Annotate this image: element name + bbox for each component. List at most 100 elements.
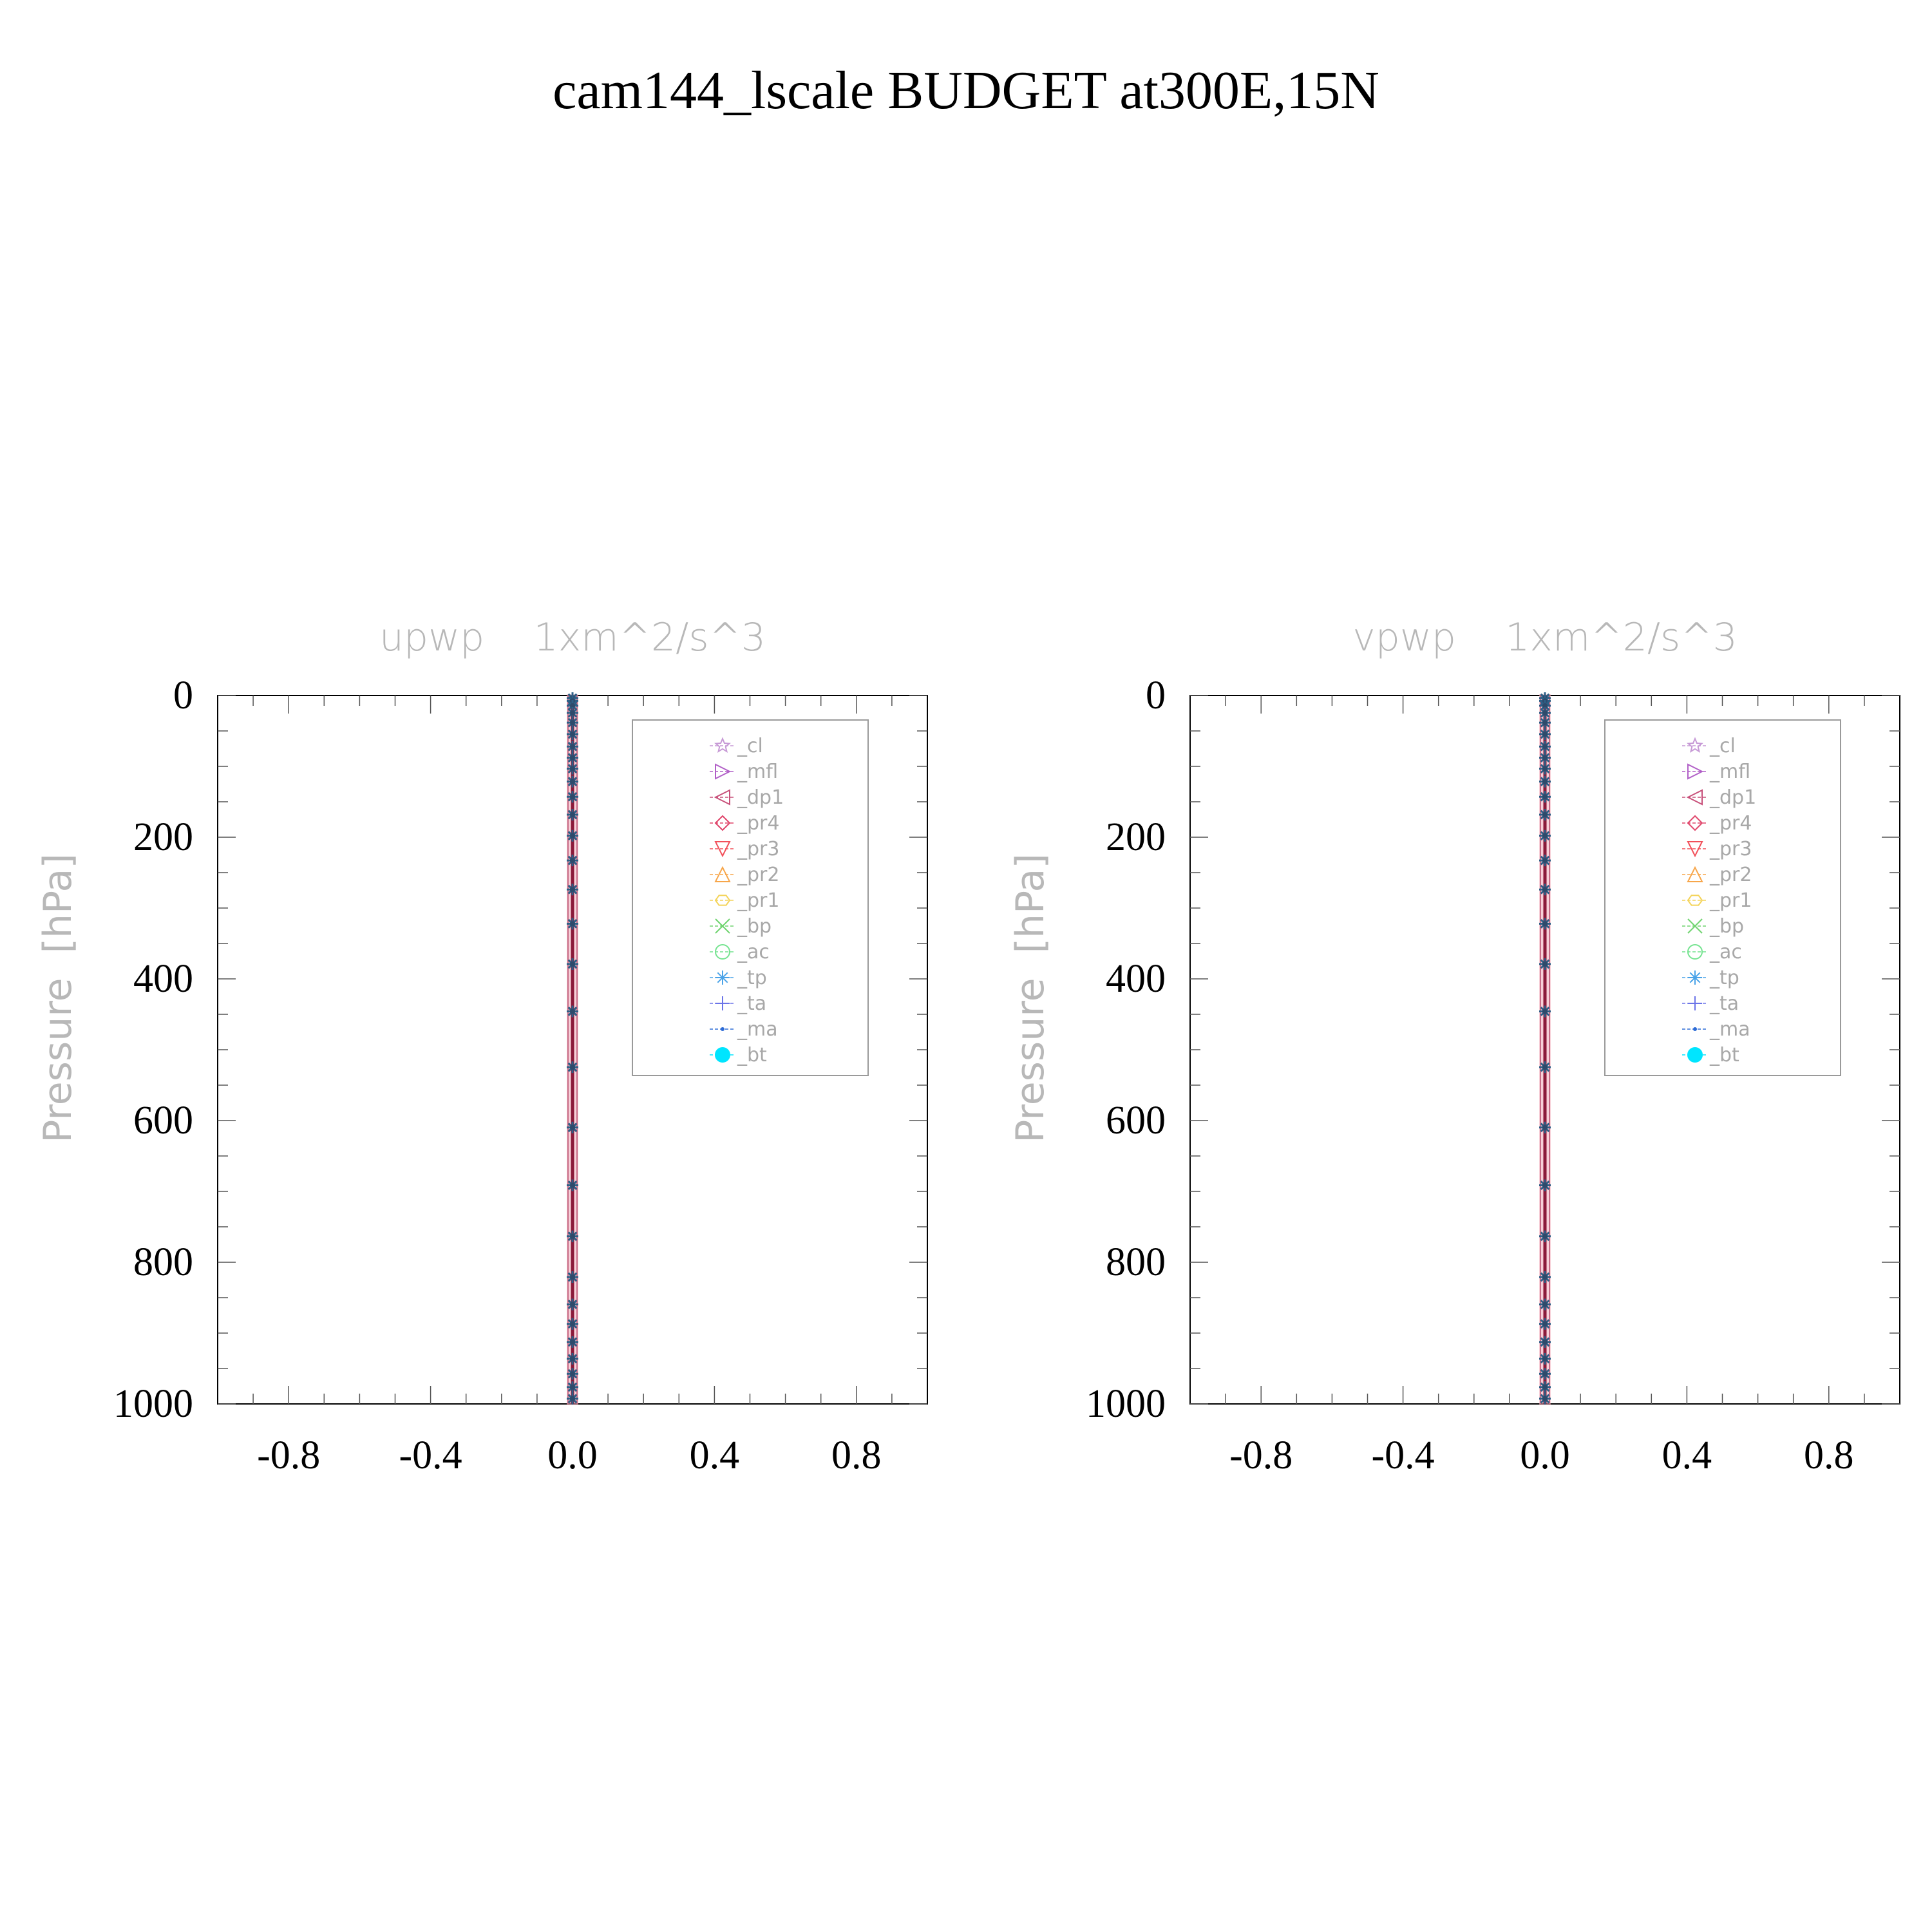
legend-marker xyxy=(715,996,730,1010)
legend-marker xyxy=(1693,1027,1697,1031)
data-point xyxy=(570,1233,575,1239)
data-point xyxy=(1542,961,1548,967)
data-point xyxy=(570,858,575,864)
data-point xyxy=(570,961,575,967)
data-point xyxy=(1542,812,1548,818)
legend-label: _pr1 xyxy=(1709,889,1752,912)
y-tick-label: 200 xyxy=(133,815,193,859)
figure-title: cam144_lscale BUDGET at300E,15N xyxy=(553,61,1379,120)
y-tick-label: 800 xyxy=(133,1240,193,1284)
x-tick-label: 0.4 xyxy=(1662,1434,1712,1477)
legend-label: _tp xyxy=(1709,967,1739,989)
legend-marker xyxy=(1687,895,1703,906)
legend-box xyxy=(1604,719,1841,1076)
legend-label: _ta xyxy=(737,992,766,1015)
y-axis-label: Pressure [hPa] xyxy=(1008,853,1053,1142)
data-point xyxy=(570,1182,575,1188)
legend-label: _ac xyxy=(1709,941,1742,963)
data-point xyxy=(1542,1371,1548,1377)
legend-marker xyxy=(721,1027,724,1031)
data-point xyxy=(1542,921,1548,927)
data-point xyxy=(570,1339,575,1345)
legend-marker xyxy=(715,944,730,960)
data-point xyxy=(1542,766,1548,772)
legend-marker xyxy=(1687,841,1703,858)
y-tick-label: 0 xyxy=(1146,674,1166,717)
legend-label: _mfl xyxy=(737,761,778,783)
data-point xyxy=(1542,1384,1548,1390)
legend-marker xyxy=(1687,763,1704,780)
data-point xyxy=(570,1009,575,1014)
legend: _cl _mfl _dp1 _pr4 _pr3 _pr2 _pr1 _bp _ac _tp _ta _… xyxy=(632,719,869,1076)
data-point xyxy=(570,720,575,726)
legend-label: _bp xyxy=(737,915,772,938)
legend-label: _bt xyxy=(1709,1044,1739,1066)
legend-marker xyxy=(714,737,731,753)
data-point xyxy=(570,1124,575,1130)
x-tick-label: -0.4 xyxy=(399,1434,462,1477)
y-tick-label: 1000 xyxy=(113,1382,193,1426)
data-point xyxy=(1542,779,1548,784)
legend-box xyxy=(632,719,869,1076)
data-point xyxy=(1542,1356,1548,1361)
data-point xyxy=(570,732,575,737)
legend-label: _dp1 xyxy=(737,786,784,809)
legend-label: _bp xyxy=(1709,915,1744,938)
data-point xyxy=(1542,1124,1548,1130)
x-tick-label: 0.8 xyxy=(831,1434,882,1477)
data-point xyxy=(1542,1274,1548,1280)
data-point xyxy=(570,1321,575,1327)
legend-marker xyxy=(715,1047,730,1063)
legend-label: _tp xyxy=(737,967,767,989)
legend-label: _ta xyxy=(1709,992,1739,1015)
data-point xyxy=(570,794,575,800)
legend-label: _pr2 xyxy=(1709,864,1752,886)
legend-label: _pr2 xyxy=(737,864,779,886)
legend-label: _cl xyxy=(737,735,763,757)
legend-marker xyxy=(1688,996,1702,1010)
data-point xyxy=(570,833,575,838)
legend-marker xyxy=(715,971,730,985)
data-point xyxy=(1542,720,1548,726)
chart-panels: upwp 1xm^2/s^3 Pressure [hPa] -0.8 -0.4 0.0 0… xyxy=(35,615,1900,1477)
legend-marker xyxy=(1687,944,1703,960)
legend-marker xyxy=(715,918,730,934)
legend-label: _bt xyxy=(737,1044,767,1066)
legend-marker xyxy=(1686,789,1703,806)
data-point xyxy=(1542,710,1548,716)
legend-label: _pr4 xyxy=(1709,812,1752,835)
legend-label: _mfl xyxy=(1709,761,1750,783)
y-tick-label: 0 xyxy=(173,674,193,717)
chart-panel: upwp 1xm^2/s^3 Pressure [hPa] -0.8 -0.4 0.0 0… xyxy=(35,615,928,1477)
x-tick-label: 0.4 xyxy=(690,1434,740,1477)
data-point xyxy=(1542,1302,1548,1307)
x-tick-label: -0.8 xyxy=(1229,1434,1293,1477)
data-point xyxy=(570,1384,575,1390)
legend-label: _pr1 xyxy=(737,889,779,912)
data-point xyxy=(570,710,575,716)
data-point xyxy=(570,812,575,818)
y-tick-label: 600 xyxy=(133,1099,193,1142)
x-tick-label: 0.8 xyxy=(1804,1434,1854,1477)
legend-label: _pr4 xyxy=(737,812,779,835)
data-point xyxy=(570,1356,575,1361)
legend: _cl _mfl _dp1 _pr4 _pr3 _pr2 _pr1 _bp _ac _tp _ta _… xyxy=(1604,719,1841,1076)
y-tick-label: 800 xyxy=(1106,1240,1166,1284)
x-tick-label: -0.4 xyxy=(1372,1434,1435,1477)
x-tick-label: -0.8 xyxy=(257,1434,320,1477)
x-tick-label: 0.0 xyxy=(547,1434,598,1477)
legend-marker xyxy=(1687,866,1703,882)
legend-marker xyxy=(714,815,731,831)
data-point xyxy=(570,887,575,893)
legend-label: _pr3 xyxy=(1709,838,1752,860)
data-point xyxy=(1542,732,1548,737)
data-point xyxy=(1542,833,1548,838)
data-point xyxy=(1542,744,1548,750)
legend-marker xyxy=(714,789,730,806)
data-point xyxy=(570,755,575,761)
data-point xyxy=(1542,887,1548,893)
data-point xyxy=(1542,1321,1548,1327)
data-point xyxy=(1542,1396,1548,1401)
data-point xyxy=(570,1065,575,1070)
